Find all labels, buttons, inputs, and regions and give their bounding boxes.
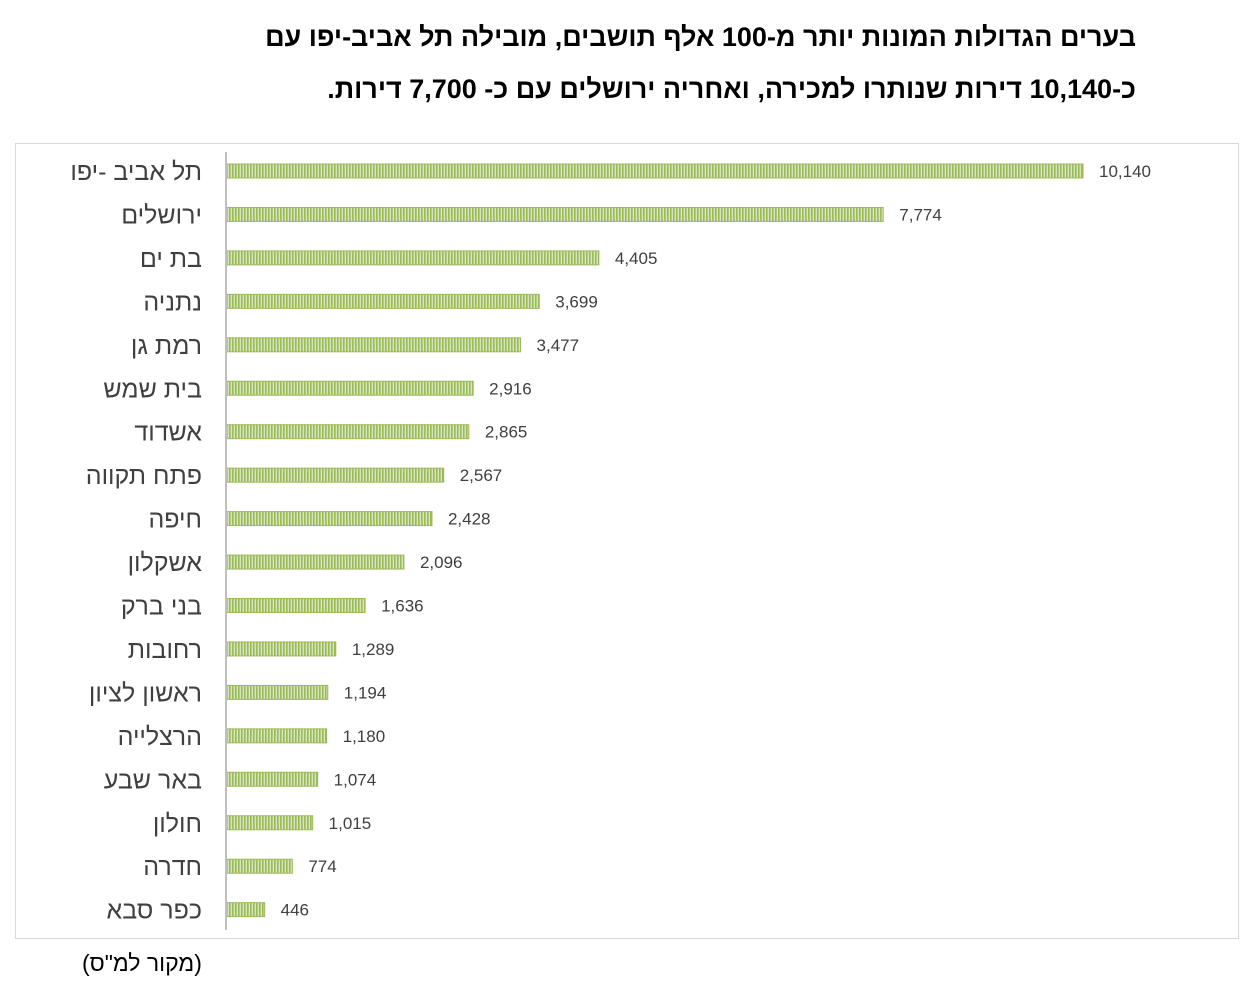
category-label: באר שבע: [104, 766, 202, 794]
bar: [226, 815, 314, 831]
data-label: 2,428: [448, 510, 491, 529]
bar: [226, 858, 293, 874]
bars-group: תל אביב -יפו 10,140 ירושלים 7,774 בת ים 4,405…: [70, 158, 1151, 925]
data-label: 446: [281, 901, 309, 920]
category-label: בת ים: [140, 245, 202, 273]
data-label: 10,140: [1099, 162, 1151, 181]
category-label: ירושלים: [121, 201, 202, 229]
bar: [226, 206, 884, 222]
category-label: הרצלייה: [118, 723, 202, 751]
bar: [226, 467, 445, 483]
bar: [226, 511, 433, 527]
source-note: (מקור למ"ס): [82, 950, 202, 976]
bar: [226, 771, 319, 787]
category-label: פתח תקווה: [86, 462, 202, 490]
category-label: חדרה: [143, 853, 202, 881]
data-label: 4,405: [615, 249, 658, 268]
bar: [226, 293, 540, 309]
bar: [226, 684, 329, 700]
category-label: אשקלון: [128, 549, 203, 577]
data-label: 774: [308, 857, 336, 876]
data-label: 1,015: [329, 814, 372, 833]
bar: [226, 380, 474, 396]
chart-title-line-2: כ-10,140 דירות שנותרו למכירה, ואחריה ירו…: [327, 74, 1136, 104]
chart-title-line-1: בערים הגדולות המונות יותר מ-100 אלף תושב…: [265, 22, 1136, 52]
category-label: ראשון לציון: [89, 679, 202, 707]
bar: [226, 598, 366, 613]
bar: [226, 337, 522, 353]
category-label: רמת גן: [131, 332, 202, 360]
bar-chart: תל אביב -יפו 10,140 ירושלים 7,774 בת ים 4,405…: [70, 152, 1151, 930]
bar: [226, 554, 405, 570]
category-label: רחובות: [128, 636, 202, 664]
data-label: 2,567: [460, 466, 503, 485]
category-label: חולון: [153, 810, 202, 838]
data-label: 1,180: [343, 727, 386, 746]
category-label: בני ברק: [121, 593, 202, 621]
bar: [226, 424, 470, 440]
data-label: 3,699: [555, 292, 598, 311]
data-label: 1,289: [352, 640, 395, 659]
chart-frame: תל אביב -יפו 10,140 ירושלים 7,774 בת ים 4,405…: [15, 143, 1239, 939]
bar: [226, 250, 600, 266]
data-label: 1,194: [344, 683, 387, 702]
bar: [226, 641, 337, 657]
data-label: 2,096: [420, 553, 463, 572]
data-label: 1,074: [334, 770, 377, 789]
category-label: כפר סבא: [107, 897, 202, 925]
category-label: תל אביב -יפו: [70, 158, 202, 186]
bar: [226, 902, 266, 918]
data-label: 2,865: [485, 423, 528, 442]
category-label: בית שמש: [103, 375, 202, 403]
data-label: 1,636: [381, 597, 424, 616]
bar: [226, 163, 1084, 179]
category-label: נתניה: [143, 288, 202, 316]
data-label: 2,916: [489, 379, 532, 398]
category-label: אשדוד: [134, 419, 202, 447]
category-label: חיפה: [148, 506, 202, 534]
data-label: 3,477: [537, 336, 580, 355]
data-label: 7,774: [899, 205, 942, 224]
bar: [226, 728, 328, 744]
